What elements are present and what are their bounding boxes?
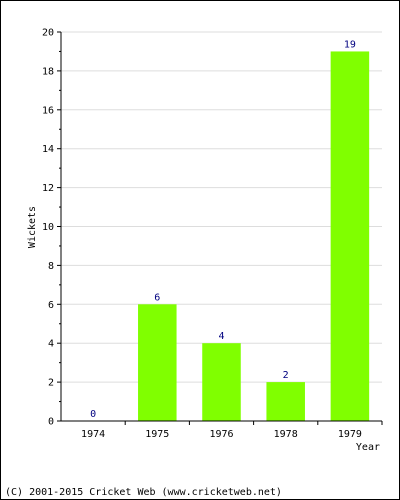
data-label-1978: 2	[283, 370, 289, 381]
y-tick-label-16: 16	[42, 105, 54, 116]
x-tick-label-1976: 1976	[209, 429, 233, 440]
y-tick-label-14: 14	[42, 144, 54, 155]
x-tick-label-1979: 1979	[338, 429, 362, 440]
y-tick-label-0: 0	[48, 417, 54, 428]
data-label-1975: 6	[154, 292, 160, 303]
bar-1975	[138, 304, 177, 421]
y-tick-label-12: 12	[42, 183, 54, 194]
y-tick-label-6: 6	[48, 300, 54, 311]
data-label-1974: 0	[90, 409, 96, 420]
grid-lines	[61, 31, 382, 383]
bar-1978	[266, 382, 305, 421]
bar-chart: 0 2 4 6 8 10 12 14 16 18 20 0 1974 6 1975 4 1976 2 1978 19 1…	[27, 28, 383, 453]
y-tick-label-10: 10	[42, 222, 54, 233]
data-label-1979: 19	[344, 39, 356, 50]
bar-1979	[330, 51, 370, 421]
axes	[57, 31, 383, 425]
bars	[138, 51, 370, 421]
y-tick-label-2: 2	[48, 378, 54, 389]
footer-copyright: (C) 2001-2015 Cricket Web (www.cricketwe…	[5, 487, 282, 498]
y-tick-label-4: 4	[48, 339, 54, 350]
x-axis-title: Year	[356, 442, 380, 453]
y-axis-title: Wickets	[27, 206, 38, 248]
x-tick-label-1975: 1975	[145, 429, 169, 440]
data-label-1976: 4	[218, 331, 224, 342]
y-tick-label-8: 8	[48, 261, 54, 272]
x-tick-label-1974: 1974	[81, 429, 105, 440]
labels: 0 2 4 6 8 10 12 14 16 18 20 0 1974 6 1975 4 1976 2 1978 19 1…	[42, 28, 362, 441]
y-tick-label-20: 20	[42, 28, 54, 39]
x-tick-label-1978: 1978	[274, 429, 298, 440]
y-tick-label-18: 18	[42, 66, 54, 77]
bar-1976	[202, 343, 241, 421]
